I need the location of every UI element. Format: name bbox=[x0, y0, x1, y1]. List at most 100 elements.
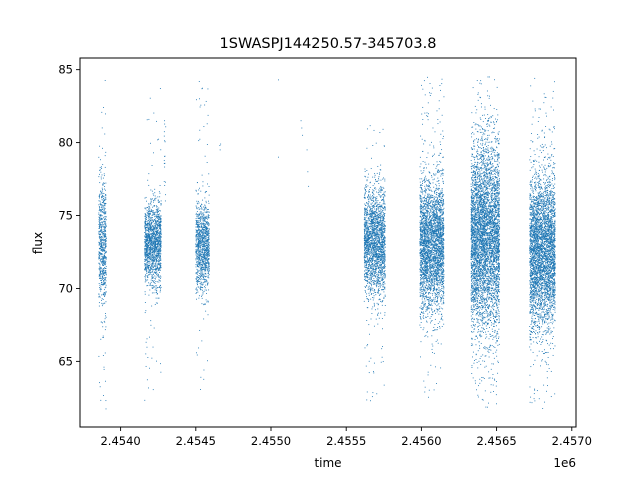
data-point bbox=[197, 250, 199, 252]
data-point bbox=[158, 219, 160, 221]
data-point bbox=[100, 159, 101, 161]
data-point bbox=[371, 248, 373, 249]
data-point bbox=[207, 230, 209, 232]
data-point bbox=[156, 237, 158, 239]
data-point bbox=[373, 200, 375, 202]
data-point bbox=[149, 216, 151, 218]
data-point bbox=[157, 266, 158, 268]
data-point bbox=[153, 327, 155, 329]
data-point bbox=[370, 245, 372, 247]
data-point bbox=[144, 263, 146, 265]
data-point bbox=[366, 231, 368, 233]
data-point bbox=[153, 227, 155, 228]
data-point bbox=[159, 267, 161, 269]
data-point bbox=[204, 286, 205, 288]
data-point bbox=[154, 216, 156, 218]
data-point bbox=[369, 281, 370, 283]
data-point bbox=[156, 120, 157, 122]
data-point bbox=[151, 210, 153, 212]
data-point bbox=[199, 238, 201, 239]
data-point bbox=[202, 217, 204, 219]
data-point bbox=[202, 261, 204, 263]
data-point bbox=[368, 265, 370, 267]
data-point bbox=[155, 242, 157, 244]
data-point bbox=[365, 243, 367, 245]
data-point bbox=[369, 213, 371, 215]
data-point bbox=[380, 234, 382, 236]
data-point bbox=[144, 266, 146, 268]
data-point bbox=[105, 257, 107, 259]
data-point bbox=[368, 222, 370, 224]
data-point bbox=[152, 253, 154, 255]
data-point bbox=[149, 367, 150, 369]
data-point bbox=[195, 205, 197, 207]
data-point bbox=[379, 264, 381, 266]
data-point bbox=[364, 193, 366, 195]
data-point bbox=[364, 221, 366, 223]
data-point bbox=[153, 266, 154, 268]
data-point bbox=[207, 114, 209, 116]
data-point bbox=[158, 217, 160, 219]
data-point bbox=[366, 284, 368, 286]
data-point bbox=[365, 189, 367, 191]
data-point bbox=[98, 256, 100, 258]
data-point bbox=[377, 278, 379, 280]
data-point bbox=[159, 238, 161, 240]
data-point bbox=[369, 257, 371, 259]
data-point bbox=[104, 295, 105, 297]
data-point bbox=[105, 194, 107, 196]
data-point bbox=[157, 240, 159, 242]
data-point bbox=[151, 247, 153, 249]
data-point bbox=[375, 263, 377, 265]
data-point bbox=[146, 244, 148, 245]
data-point bbox=[379, 242, 380, 243]
data-point bbox=[207, 209, 209, 210]
data-point bbox=[98, 255, 100, 257]
data-point bbox=[104, 222, 106, 224]
data-point bbox=[103, 280, 105, 282]
data-point bbox=[379, 298, 381, 300]
data-point bbox=[144, 242, 146, 243]
data-point bbox=[200, 259, 202, 261]
data-point bbox=[203, 244, 205, 246]
data-point bbox=[154, 192, 156, 194]
data-point bbox=[99, 209, 101, 211]
data-point bbox=[159, 291, 161, 293]
data-point bbox=[105, 189, 106, 191]
data-point bbox=[99, 284, 101, 286]
data-point bbox=[147, 251, 149, 253]
data-point bbox=[201, 235, 203, 237]
data-point bbox=[205, 216, 207, 218]
data-point bbox=[146, 200, 147, 202]
data-point bbox=[157, 250, 159, 251]
data-point bbox=[371, 232, 373, 234]
data-point bbox=[99, 203, 101, 205]
data-point bbox=[367, 242, 369, 244]
data-point bbox=[377, 253, 379, 255]
data-point bbox=[379, 237, 381, 239]
data-point bbox=[144, 197, 146, 199]
data-point bbox=[104, 234, 106, 236]
data-point bbox=[383, 228, 385, 230]
data-point bbox=[150, 227, 151, 229]
data-point bbox=[200, 249, 202, 250]
data-point bbox=[207, 314, 209, 316]
data-point bbox=[148, 212, 150, 214]
data-point bbox=[200, 286, 202, 288]
data-point bbox=[202, 260, 204, 261]
data-point bbox=[372, 194, 373, 196]
data-point bbox=[373, 269, 375, 271]
data-point bbox=[103, 229, 105, 231]
data-point bbox=[105, 246, 107, 248]
data-point bbox=[377, 247, 379, 249]
data-point bbox=[376, 220, 378, 222]
data-point bbox=[201, 294, 203, 296]
data-point bbox=[199, 225, 201, 227]
data-point bbox=[155, 272, 157, 274]
data-point bbox=[104, 229, 106, 231]
data-point bbox=[383, 207, 385, 209]
data-point bbox=[147, 230, 149, 232]
data-point bbox=[101, 258, 103, 260]
data-point bbox=[155, 230, 157, 232]
data-point bbox=[146, 224, 148, 226]
